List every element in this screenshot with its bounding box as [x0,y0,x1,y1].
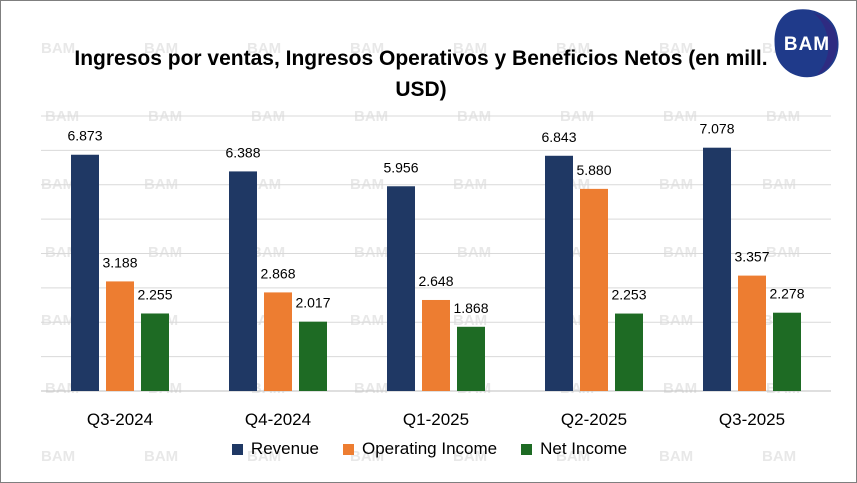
bar [422,299,450,391]
bar [773,312,801,391]
data-label: 2.017 [295,295,330,311]
watermark-text: BAM [354,244,388,261]
watermark-text: BAM [453,448,487,465]
chart-title: Ingresos por ventas, Ingresos Operativos… [74,47,768,101]
data-label: 6.388 [225,144,260,160]
watermark-text: BAM [350,40,384,57]
x-tick-label: Q3-2025 [719,410,785,429]
bar [738,275,766,391]
watermark-text: BAM [45,380,79,397]
watermark-text: BAM [354,380,388,397]
watermark-text: BAM [453,312,487,329]
legend-label: Operating Income [361,439,498,458]
logo-text: BAM [783,34,831,55]
data-label: 2.278 [769,286,804,302]
data-label: 1.868 [453,300,488,316]
legend-item: Revenue [231,439,319,459]
watermark-text: BAM [762,448,796,465]
watermark-text: BAM [766,244,800,261]
bar [141,313,169,391]
watermark-text: BAM [144,448,178,465]
chart-legend: Revenue Operating Income Net Income [1,439,856,459]
watermark-text: BAM [251,244,285,261]
data-label: 2.648 [418,273,453,289]
watermark-text: BAM [350,448,384,465]
watermark-text: BAM [247,40,281,57]
watermark-text: BAM [663,380,697,397]
data-label: 6.843 [541,129,576,145]
watermark-text: BAM [453,40,487,57]
watermark-text: BAM [457,244,491,261]
watermark-text: BAM [148,244,182,261]
watermark-text: BAM [659,312,693,329]
data-label: 2.868 [260,265,295,281]
data-label: 5.880 [576,162,611,178]
data-label: 3.188 [102,254,137,270]
data-label: 7.078 [699,121,734,137]
watermark-text: BAM [144,40,178,57]
bar [387,186,415,391]
watermark-text: BAM [556,448,590,465]
watermark-text: BAM [659,448,693,465]
data-label: 2.253 [611,287,646,303]
bar [457,326,485,391]
bar [703,147,731,391]
legend-item: Net Income [521,439,627,459]
data-label: 5.956 [383,159,418,175]
watermark-text: BAM [556,40,590,57]
data-label: 6.873 [67,128,102,144]
bar [264,292,292,391]
watermark-text: BAM [659,40,693,57]
bar [615,313,643,391]
bar [106,281,134,391]
legend-label: Net Income [540,439,628,458]
legend-label: Revenue [250,439,319,458]
legend-swatch [231,443,243,455]
watermark-text: BAM [41,312,75,329]
bar [71,154,99,391]
bam-logo: BAM [771,7,843,79]
x-tick-label: Q3-2024 [87,410,153,429]
bar [580,188,608,391]
bar [545,155,573,391]
logo-shape [774,9,839,78]
bar [299,321,327,391]
x-tick-label: Q4-2024 [245,410,311,429]
x-tick-label: Q2-2025 [561,410,627,429]
bar [229,171,257,391]
legend-item: Operating Income [342,439,498,459]
legend-swatch [342,443,354,455]
data-label: 3.357 [734,249,769,265]
watermark-text: BAM [350,312,384,329]
watermark-text: BAM [247,448,281,465]
watermark-text: BAM [41,448,75,465]
watermark-text: BAM [663,244,697,261]
watermark-text: BAM [45,244,79,261]
watermark-text: BAM [41,40,75,57]
x-tick-label: Q1-2025 [403,410,469,429]
legend-swatch [521,443,533,455]
data-label: 2.255 [137,286,172,302]
